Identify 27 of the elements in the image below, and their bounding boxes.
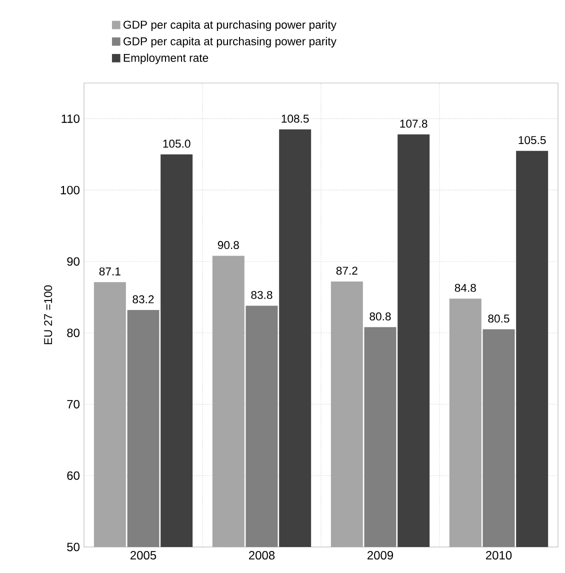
data-label: 87.1	[99, 267, 120, 276]
data-label: 108.5	[282, 114, 309, 123]
y-tick-label: 110	[62, 114, 80, 123]
y-tick-label: 60	[67, 471, 80, 480]
legend-label: GDP per capita at purchasing power parity	[124, 20, 336, 31]
legend-label: GDP per capita at purchasing power parity	[124, 36, 336, 48]
x-tick-label: 2009	[368, 551, 394, 560]
x-tick-label: 2008	[249, 551, 275, 560]
data-label: 80.5	[488, 314, 510, 323]
data-label: 83.2	[132, 295, 154, 304]
x-tick-label: 2005	[130, 551, 156, 560]
data-label: 90.8	[218, 241, 239, 250]
y-tick-label: 50	[67, 542, 80, 552]
data-label: 83.8	[251, 290, 272, 300]
y-tick-label: 70	[67, 400, 80, 408]
data-label: 84.8	[454, 284, 476, 292]
data-label: 107.8	[400, 120, 428, 128]
data-label: 105.0	[163, 140, 190, 148]
y-tick-label: 100	[60, 186, 80, 194]
data-label: 87.2	[336, 266, 358, 275]
legend-label: Employment rate	[124, 54, 208, 64]
x-tick-label: 2010	[486, 551, 512, 560]
data-label: 105.5	[518, 136, 546, 144]
y-axis-title: EU 27 =100	[44, 285, 52, 344]
y-tick-label: 80	[67, 328, 80, 338]
y-tick-label: 90	[67, 257, 80, 266]
data-label: 80.8	[370, 312, 391, 320]
